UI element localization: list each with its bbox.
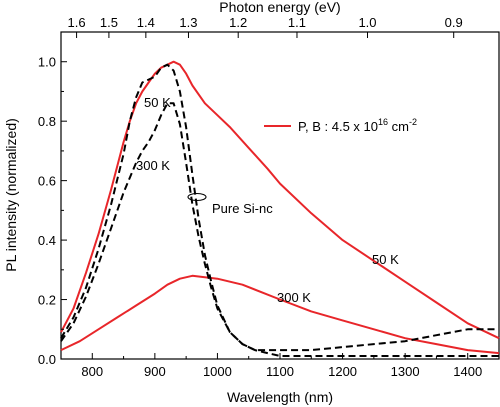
annotation-300k-dashed: 300 K — [136, 158, 170, 173]
x-tick-label: 900 — [144, 364, 166, 379]
annotation-300k-red: 300 K — [277, 290, 311, 305]
x-tick-label: 1400 — [453, 364, 482, 379]
y-tick-label: 0.6 — [38, 174, 56, 189]
x-tick-label: 1200 — [328, 364, 357, 379]
top-tick-label: 1.2 — [229, 15, 247, 30]
legend-label-prefix: P, B : 4.5 x 10 — [298, 119, 378, 134]
annotations: 50 K 300 K Pure Si-nc 50 K 300 K — [136, 95, 399, 305]
y-axis-title: PL intensity (normalized) — [3, 118, 19, 272]
series-2-line — [60, 63, 499, 357]
x-tick-label: 1000 — [203, 364, 232, 379]
x-axis-title: Wavelength (nm) — [227, 389, 333, 405]
top-axis-title: Photon energy (eV) — [219, 0, 340, 15]
y-tick-label: 0.0 — [38, 352, 56, 367]
tick-layer: 800 900 1000 1100 1200 1300 1400 0.0 0.2 0.4 0.6 0.… — [38, 15, 500, 379]
y-tick-label: 0.2 — [38, 293, 56, 308]
annotation-50k-red: 50 K — [372, 252, 399, 267]
legend-label-exp: 16 — [378, 117, 388, 127]
top-tick-label: 1.0 — [358, 15, 376, 30]
legend-label-unit-exp: -2 — [409, 117, 417, 127]
annotation-50k-dashed: 50 K — [144, 95, 171, 110]
series-3-line — [60, 102, 499, 352]
annotation-pure-si-nc: Pure Si-nc — [212, 201, 273, 216]
pure-si-nc-marker — [187, 192, 207, 202]
top-tick-label: 1.1 — [288, 15, 306, 30]
legend: P, B : 4.5 x 1016 cm-2 — [264, 117, 417, 134]
legend-label-unit: cm — [388, 119, 409, 134]
top-tick-label: 1.4 — [137, 15, 155, 30]
top-tick-label: 0.9 — [445, 15, 463, 30]
x-tick-label: 1100 — [266, 364, 294, 379]
y-tick-label: 0.8 — [38, 114, 56, 129]
x-tick-label: 1300 — [391, 364, 420, 379]
top-tick-label: 1.5 — [100, 15, 118, 30]
x-tick-label: 800 — [81, 364, 103, 379]
y-tick-label: 1.0 — [38, 55, 56, 70]
series-layer — [60, 60, 500, 357]
plot-area — [60, 31, 500, 360]
legend-label: P, B : 4.5 x 1016 cm-2 — [298, 117, 417, 134]
top-tick-label: 1.6 — [68, 15, 86, 30]
y-tick-label: 0.4 — [38, 233, 56, 248]
top-tick-label: 1.3 — [179, 15, 197, 30]
series-0-line — [60, 60, 500, 340]
